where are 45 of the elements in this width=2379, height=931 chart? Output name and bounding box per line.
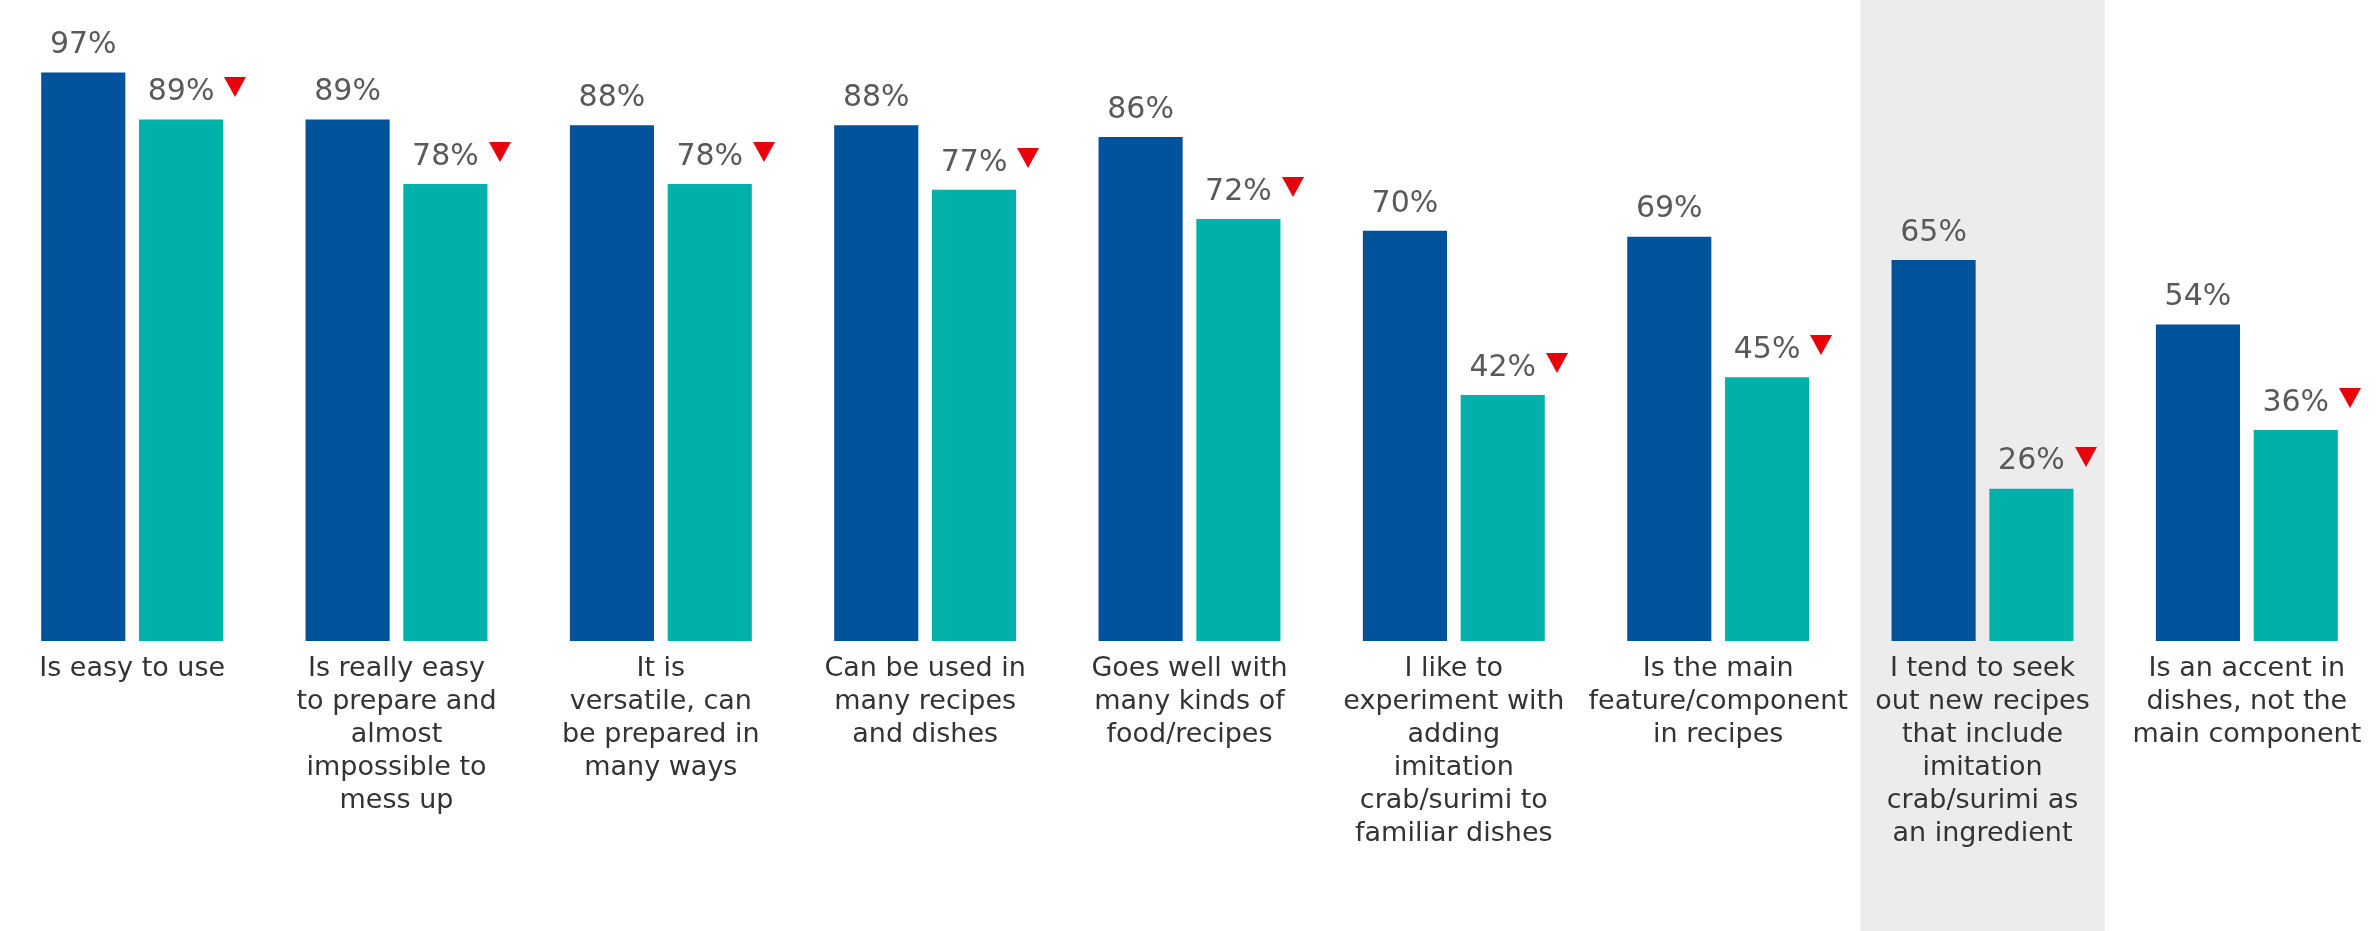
data-label: 42% (1469, 347, 1537, 383)
bar (667, 183, 752, 641)
data-label: 36% (2262, 382, 2330, 418)
data-label: 78% (412, 136, 479, 172)
bar (1098, 137, 1183, 641)
x-tick-label: Is really easy to prepare and almost impossible to mess up (296, 650, 497, 814)
x-tick-label: Is an accent in dishes, not the main component (2132, 650, 2362, 748)
bar (1989, 488, 2074, 641)
data-label: 89% (314, 72, 381, 108)
data-label: 65% (1900, 212, 1967, 248)
data-label: 45% (1733, 330, 1801, 366)
bar (2253, 430, 2338, 641)
data-label: 88% (578, 78, 646, 114)
bar (1891, 260, 1976, 641)
x-tick-label: It is versatile, can be prepared in many ways (561, 650, 760, 781)
bar (1460, 394, 1545, 641)
bar (139, 119, 224, 641)
bar (41, 72, 126, 641)
data-label: 97% (49, 25, 117, 61)
data-label: 89% (147, 72, 215, 108)
bar (834, 125, 919, 641)
data-label: 72% (1205, 171, 1272, 207)
bar (932, 189, 1017, 641)
data-label: 70% (1371, 183, 1439, 219)
data-label: 77% (940, 142, 1008, 178)
data-label: 26% (1998, 441, 2065, 477)
bar (2155, 324, 2240, 641)
data-label: 69% (1635, 189, 1703, 225)
data-label: 86% (1107, 89, 1174, 125)
bar (1196, 219, 1281, 641)
x-tick-label: Is the main feature/component in recipes (1588, 650, 1848, 748)
bar (1627, 236, 1712, 641)
bar (569, 125, 654, 641)
data-label: 54% (2164, 277, 2232, 313)
x-tick-label: Is easy to use (39, 650, 226, 682)
x-tick-label: I tend to seek out new recipes that include imitation crab/surimi as an ingredient (1875, 650, 2090, 847)
x-tick-label: I like to experiment with adding imitation crab/surimi to familiar dishes (1343, 650, 1565, 847)
data-label: 88% (842, 78, 910, 114)
bar (1362, 230, 1447, 641)
bar (403, 183, 488, 641)
data-label: 78% (676, 136, 744, 172)
bar (1725, 377, 1810, 641)
x-tick-label: Can be used in many recipes and dishes (824, 650, 1026, 748)
x-tick-label: Goes well with many kinds of food/recipes (1091, 650, 1288, 748)
bar (305, 119, 390, 641)
